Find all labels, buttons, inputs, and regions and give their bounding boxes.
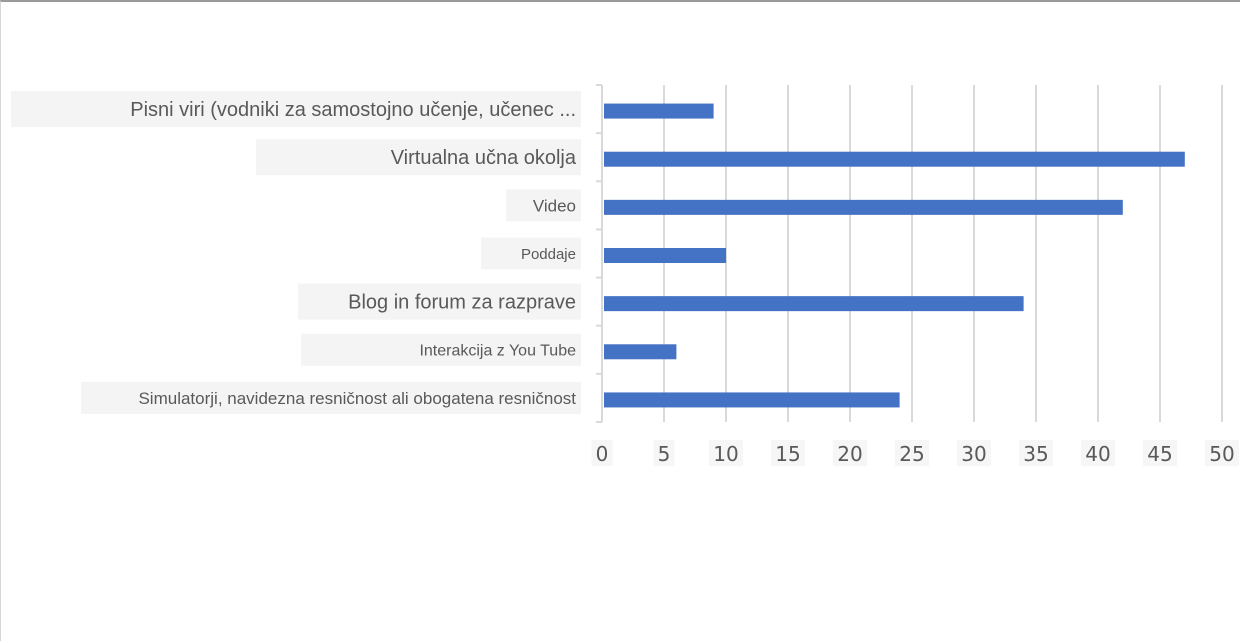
x-tick-label: 40 — [1085, 442, 1110, 466]
bar — [604, 199, 1123, 215]
category-label: Pisni viri (vodniki za samostojno učenje… — [130, 99, 576, 121]
category-label-bg — [298, 283, 581, 320]
x-tick-label-bg — [653, 440, 675, 466]
bar — [604, 248, 726, 263]
category-label: Poddaje — [521, 246, 576, 263]
category-label-bg — [81, 381, 581, 414]
x-tick-label-bg — [1019, 440, 1053, 466]
category-label-bg — [11, 91, 581, 128]
x-tick-label: 30 — [961, 442, 986, 466]
x-tick-label: 45 — [1147, 442, 1172, 466]
x-tick-label-bg — [771, 440, 805, 466]
category-label-bg — [481, 237, 581, 270]
x-tick-label: 5 — [658, 442, 671, 466]
bar — [604, 103, 714, 119]
bar — [604, 392, 900, 408]
x-tick-label-bg — [1143, 440, 1177, 466]
category-label: Virtualna učna okolja — [391, 147, 577, 169]
category-label-bg — [301, 333, 581, 366]
x-tick-label-bg — [1081, 440, 1115, 466]
category-label-bg — [506, 189, 581, 222]
x-tick-label-bg — [709, 440, 743, 466]
x-tick-label: 15 — [775, 442, 800, 466]
x-tick-label: 10 — [713, 442, 738, 466]
x-tick-label: 0 — [596, 442, 609, 466]
x-tick-label: 35 — [1023, 442, 1048, 466]
x-tick-label-bg — [957, 440, 991, 466]
x-tick-label: 20 — [837, 442, 862, 466]
category-label: Blog in forum za razprave — [348, 292, 576, 314]
x-tick-label-bg — [1205, 440, 1239, 466]
x-tick-label-bg — [591, 440, 613, 466]
x-tick-label: 25 — [899, 442, 924, 466]
x-tick-label: 50 — [1209, 442, 1234, 466]
category-label: Video — [533, 196, 576, 215]
category-label: Interakcija z You Tube — [419, 342, 576, 359]
bar — [604, 296, 1024, 312]
bar — [604, 151, 1185, 167]
x-tick-label-bg — [895, 440, 929, 466]
category-label-bg — [256, 139, 581, 176]
category-label: Simulatorji, navidezna resničnost ali ob… — [138, 389, 576, 408]
x-tick-label-bg — [833, 440, 867, 466]
bar — [604, 344, 677, 360]
